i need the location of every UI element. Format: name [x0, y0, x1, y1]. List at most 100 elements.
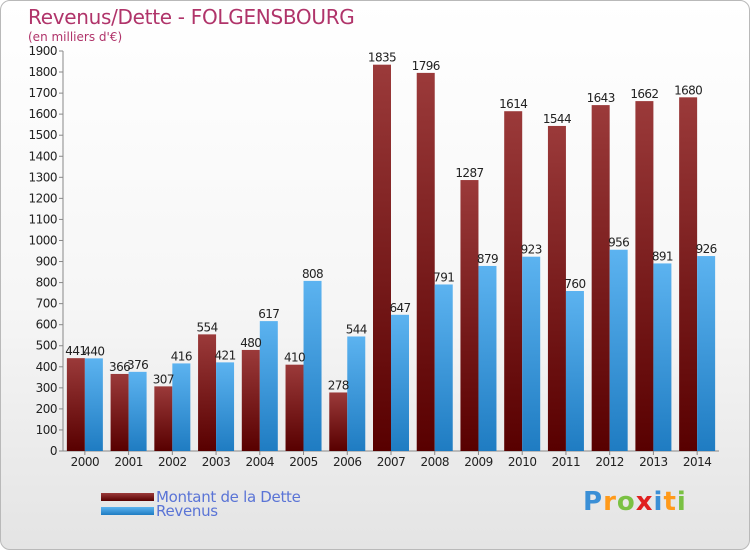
bar-debt-2004: [241, 349, 260, 451]
bar-debt-2013: [635, 101, 654, 452]
data-label-debt-2001: 366: [109, 360, 130, 374]
x-tick-label: 2011: [552, 455, 581, 469]
y-tick-label: 200: [36, 402, 57, 416]
y-tick-label: 300: [36, 381, 57, 395]
bar-debt-2014: [679, 97, 698, 451]
data-label-revenue-2003: 421: [215, 348, 236, 362]
y-tick-label: 1000: [28, 233, 57, 247]
bar-revenue-2010: [522, 256, 541, 451]
bar-debt-2009: [460, 180, 479, 452]
data-label-debt-2005: 410: [284, 351, 305, 365]
y-tick-label: 600: [36, 318, 57, 332]
bar-revenue-2005: [303, 280, 322, 451]
data-label-revenue-2008: 791: [433, 270, 454, 284]
x-tick-label: 2012: [595, 455, 624, 469]
y-tick-label: 1100: [28, 212, 57, 226]
y-axis: 0 100 200 300 400 500 600 700 800 900 1000 1100 1200…: [28, 44, 64, 458]
y-tick-label: 500: [36, 339, 57, 353]
bar-revenue-2009: [478, 265, 497, 451]
bar-debt-2001: [110, 373, 129, 451]
data-label-debt-2012: 1643: [587, 91, 615, 105]
logo-letter: r: [603, 487, 617, 517]
bar-revenue-2003: [216, 362, 235, 451]
bar-debt-2005: [285, 364, 304, 451]
bar-revenue-2006: [347, 336, 366, 451]
x-tick-label: 2006: [333, 455, 362, 469]
bar-debt-2006: [329, 392, 348, 451]
proxiti-logo: Proxiti: [583, 487, 687, 517]
data-label-debt-2008: 1796: [412, 59, 440, 73]
data-label-revenue-2006: 544: [346, 322, 367, 336]
data-label-debt-2003: 554: [197, 320, 218, 334]
bar-revenue-2012: [609, 249, 628, 451]
data-label-debt-2011: 1544: [543, 112, 571, 126]
bar-revenue-2007: [391, 314, 409, 451]
x-tick-label: 2007: [377, 455, 406, 469]
chart-title: Revenus/Dette - FOLGENSBOURG: [28, 5, 355, 29]
bar-revenue-2011: [565, 291, 584, 451]
data-label-revenue-2004: 617: [258, 307, 279, 321]
legend-swatch-debt: [101, 493, 154, 501]
bar-revenue-2002: [172, 363, 191, 451]
bar-debt-2002: [154, 386, 173, 451]
x-tick-label: 2013: [639, 455, 668, 469]
y-tick-label: 800: [36, 276, 57, 290]
data-label-revenue-2012: 956: [608, 236, 629, 250]
logo-letter: o: [616, 487, 636, 517]
data-label-revenue-2009: 879: [477, 252, 498, 266]
y-tick-label: 1200: [28, 191, 57, 205]
legend-swatch-revenue: [101, 507, 154, 515]
data-label-debt-2002: 307: [153, 372, 174, 386]
bar-debt-2000: [66, 358, 85, 451]
data-label-debt-2014: 1680: [674, 83, 702, 97]
logo-letter: t: [663, 487, 677, 517]
bar-debt-2012: [591, 105, 610, 452]
x-tick-label: 2014: [683, 455, 712, 469]
x-tick-label: 2010: [508, 455, 537, 469]
logo-letter: i: [676, 487, 687, 517]
y-tick-label: 100: [36, 423, 57, 437]
y-tick-label: 0: [50, 444, 57, 458]
data-label-revenue-2005: 808: [302, 267, 323, 281]
bar-debt-2007: [373, 64, 391, 452]
x-tick-label: 2009: [464, 455, 493, 469]
y-tick-label: 700: [36, 297, 57, 311]
data-label-debt-2004: 480: [240, 336, 261, 350]
data-label-debt-2000: 441: [65, 344, 86, 358]
x-axis: 2000 2001 2002 2003 2004 2005 2006 2007 2008 2009…: [63, 450, 719, 469]
x-tick-label: 2002: [158, 455, 187, 469]
bar-revenue-2001: [128, 371, 147, 451]
y-tick-label: 400: [36, 360, 57, 374]
logo-letter: P: [583, 487, 604, 517]
x-tick-label: 2000: [71, 455, 100, 469]
y-tick-label: 1700: [28, 86, 57, 100]
data-label-revenue-2001: 376: [127, 358, 148, 372]
bar-revenue-2000: [84, 358, 103, 451]
data-label-debt-2013: 1662: [630, 87, 658, 101]
legend-label-revenue: Revenus: [156, 502, 218, 520]
x-tick-label: 2008: [420, 455, 449, 469]
legend-item-revenue: Revenus: [101, 502, 218, 520]
data-label-revenue-2007: 647: [389, 301, 410, 315]
bar-debt-2010: [504, 111, 523, 452]
data-label-revenue-2010: 923: [521, 243, 542, 257]
logo-letter: i: [653, 487, 664, 517]
data-label-revenue-2014: 926: [696, 242, 717, 256]
data-label-revenue-2000: 440: [83, 344, 104, 358]
y-tick-label: 1500: [28, 128, 57, 142]
data-label-debt-2009: 1287: [455, 166, 483, 180]
x-tick-label: 2005: [289, 455, 318, 469]
y-tick-label: 1900: [28, 44, 57, 58]
x-tick-label: 2003: [202, 455, 231, 469]
y-tick-label: 1800: [28, 65, 57, 79]
legend-label-debt: Montant de la Dette: [156, 488, 301, 506]
bar-revenue-2014: [697, 256, 716, 451]
y-tick-label: 1300: [28, 170, 57, 184]
bars: [66, 64, 716, 452]
data-label-debt-2007: 1835: [368, 51, 396, 65]
bar-revenue-2008: [434, 284, 453, 451]
data-label-debt-2006: 278: [328, 378, 349, 392]
bar-debt-2011: [547, 125, 566, 452]
